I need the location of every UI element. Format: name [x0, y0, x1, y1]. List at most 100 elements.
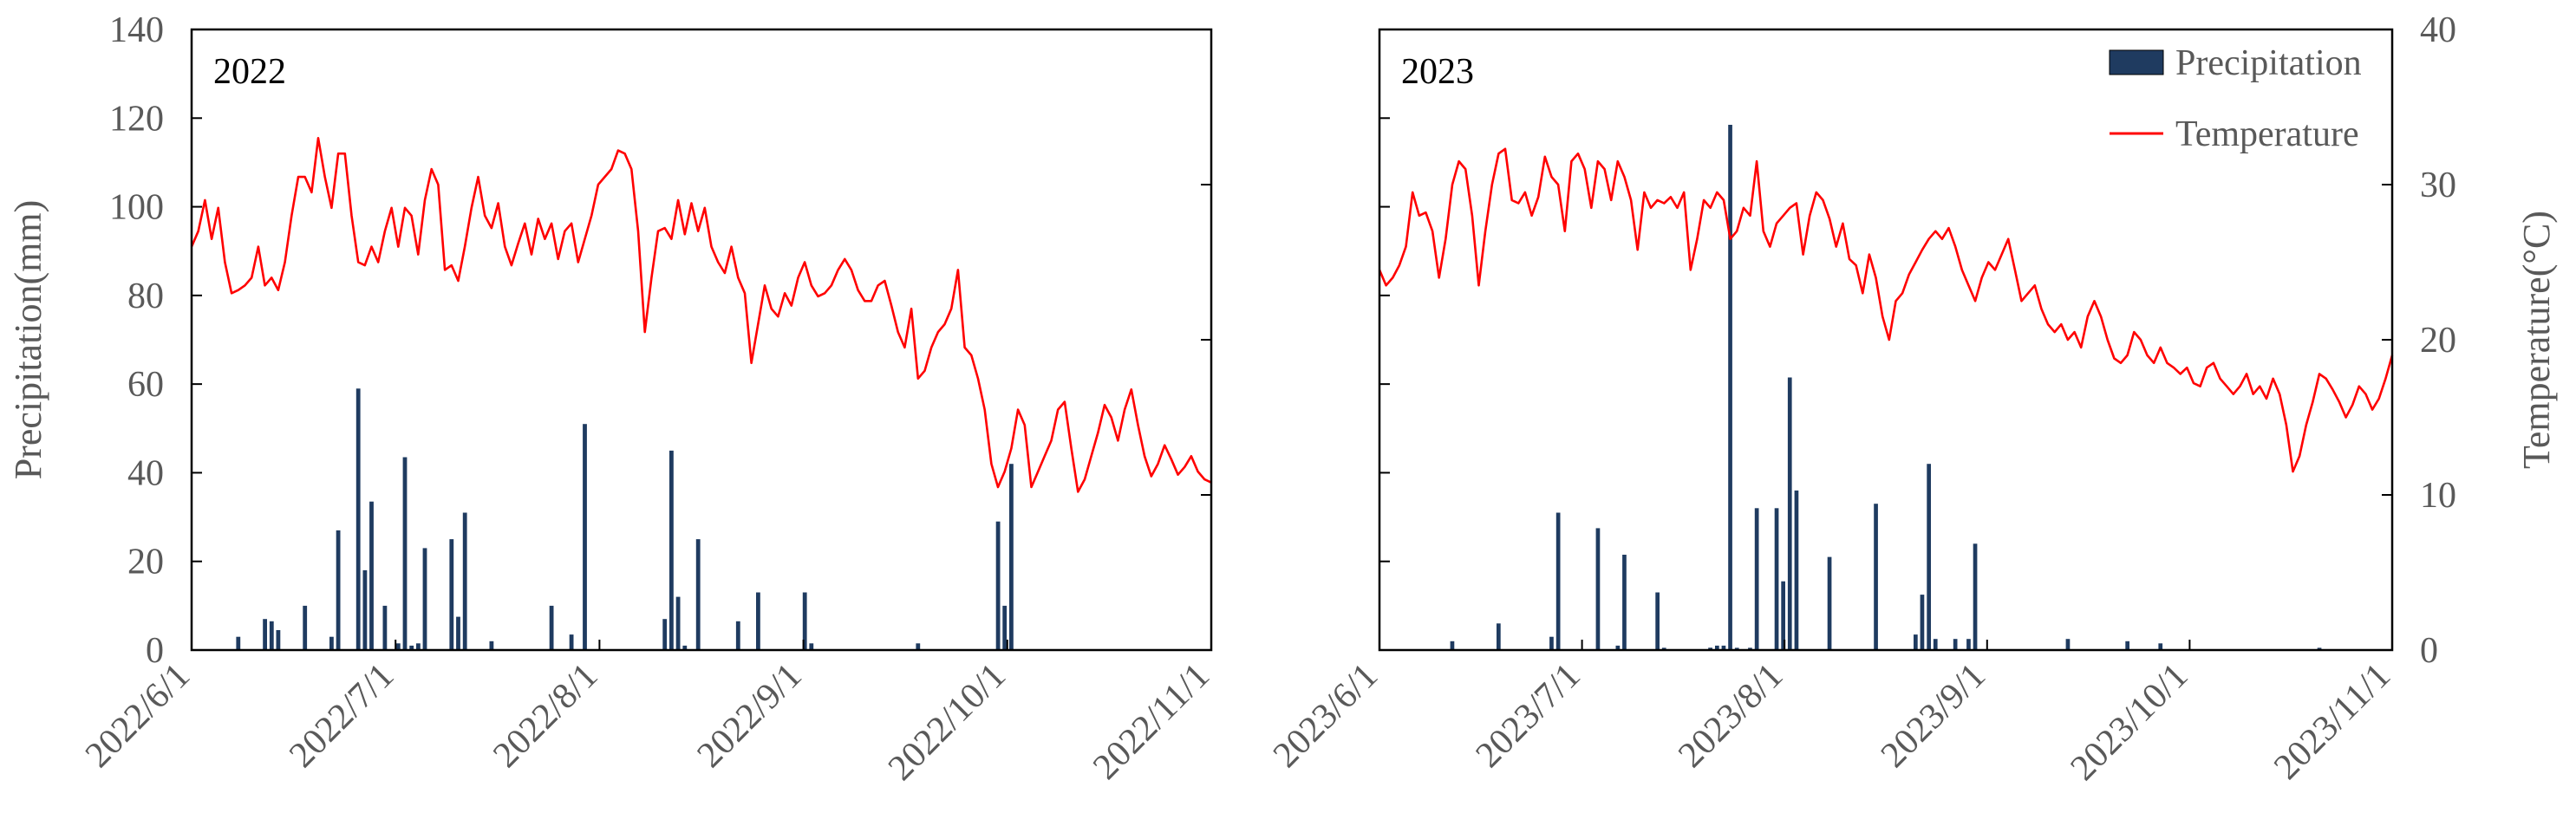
- precipitation-bar-2-1: [1497, 623, 1501, 650]
- precipitation-bar-1-14: [416, 643, 421, 650]
- plot-frame-2022: [190, 28, 1213, 652]
- x-tick-label: 2023/10/1: [2063, 656, 2195, 789]
- x-tick-label: 2023/6/1: [1266, 656, 1386, 776]
- precipitation-bar-2-4: [1595, 528, 1601, 650]
- precipitation-bar-2-17: [1774, 508, 1779, 650]
- x-tick-label: 2023/9/1: [1874, 656, 1993, 776]
- precipitation-bar-1-30: [802, 592, 807, 650]
- legend-swatch-precipitation: [2109, 49, 2164, 75]
- precipitation-bar-1-26: [682, 645, 688, 650]
- precipitation-bar-2-21: [1827, 556, 1832, 650]
- precipitation-bar-1-33: [995, 521, 1001, 650]
- precipitation-bar-2-26: [1933, 639, 1938, 650]
- precipitation-bar-2-32: [2158, 643, 2163, 650]
- precipitation-bar-1-8: [362, 569, 368, 650]
- precipitation-bar-1-32: [916, 643, 921, 650]
- precipitation-bar-2-3: [1555, 512, 1561, 650]
- y-right-tick-label: 20: [2420, 321, 2456, 361]
- precipitation-bar-1-5: [329, 636, 334, 650]
- precipitation-bar-2-10: [1708, 647, 1712, 650]
- x-tick-label: 2023/7/1: [1469, 656, 1588, 776]
- precipitation-bar-1-34: [1002, 605, 1008, 650]
- legend-label-precipitation: Precipitation: [2175, 43, 2362, 83]
- precipitation-bar-2-25: [1927, 464, 1931, 650]
- temperature-line-2023: [1378, 147, 2394, 473]
- y-right-tick-label: 40: [2420, 10, 2456, 50]
- y-left-tick-label: 0: [146, 631, 164, 671]
- precipitation-bar-1-21: [569, 634, 574, 650]
- precipitation-bar-2-29: [1973, 543, 1978, 650]
- precipitation-bar-2-14: [1734, 647, 1739, 650]
- y-left-tick-label: 140: [109, 10, 164, 50]
- precipitation-bar-2-13: [1728, 125, 1732, 650]
- panel-title-2022: 2022: [213, 52, 286, 92]
- precipitation-bar-2-23: [1914, 634, 1918, 650]
- legend-label-temperature: Temperature: [2175, 114, 2359, 154]
- precipitation-bar-2-28: [1966, 639, 1971, 650]
- y-left-tick-label: 100: [109, 188, 164, 228]
- precipitation-bar-1-29: [756, 592, 760, 650]
- precipitation-bar-1-15: [422, 548, 427, 650]
- precipitation-bar-1-7: [355, 388, 361, 650]
- precipitation-bar-2-12: [1721, 645, 1726, 650]
- y-left-tick-label: 20: [127, 543, 164, 582]
- panel-title-2023: 2023: [1401, 52, 1474, 92]
- precipitation-bar-2-6: [1622, 555, 1627, 650]
- precipitation-bar-1-0: [236, 636, 241, 650]
- precipitation-bar-1-24: [669, 450, 674, 650]
- precipitation-bar-2-0: [1450, 641, 1455, 650]
- x-tick-label: 2022/10/1: [881, 656, 1014, 789]
- temperature-line-2022: [190, 137, 1212, 493]
- precipitation-bar-1-17: [456, 616, 460, 650]
- precipitation-bar-2-24: [1920, 595, 1925, 650]
- precipitation-bar-1-6: [336, 530, 341, 650]
- y-axis-label-left: Precipitation(mm): [7, 200, 49, 480]
- x-tick-label: 2023/8/1: [1671, 656, 1790, 776]
- precipitation-bar-1-20: [549, 605, 554, 650]
- precipitation-bar-1-19: [489, 641, 494, 650]
- precipitation-bar-1-2: [269, 621, 274, 650]
- y-left-tick-label: 80: [127, 276, 164, 316]
- precipitation-bar-1-4: [303, 605, 308, 650]
- precipitation-bar-2-11: [1715, 645, 1719, 650]
- precipitation-bar-2-2: [1549, 636, 1554, 650]
- precipitation-bar-2-20: [1794, 490, 1799, 650]
- precipitation-bar-2-7: [1655, 592, 1660, 650]
- y-left-tick-label: 120: [109, 99, 164, 139]
- y-right-tick-label: 30: [2420, 166, 2456, 205]
- x-tick-label: 2022/8/1: [486, 656, 605, 776]
- precipitation-bar-1-11: [395, 643, 401, 650]
- precipitation-bar-1-22: [583, 424, 587, 650]
- precipitation-bar-2-30: [2065, 639, 2071, 650]
- precipitation-bar-2-8: [1661, 647, 1666, 650]
- x-tick-label: 2023/11/1: [2266, 656, 2398, 788]
- precipitation-bar-2-31: [2125, 641, 2129, 650]
- precipitation-bar-2-16: [1754, 508, 1759, 650]
- precipitation-bar-1-16: [449, 539, 454, 650]
- precipitation-bar-2-33: [2317, 647, 2322, 650]
- y-axis-label-right: Temperature(°C): [2515, 211, 2558, 469]
- precipitation-bar-1-18: [462, 512, 467, 650]
- precipitation-bar-1-35: [1009, 464, 1014, 650]
- precipitation-bar-1-31: [809, 643, 814, 650]
- precipitation-bar-2-15: [1748, 647, 1752, 650]
- y-right-tick-label: 0: [2420, 631, 2438, 671]
- y-right-tick-label: 10: [2420, 476, 2456, 516]
- precipitation-bar-1-28: [735, 621, 740, 650]
- precipitation-bar-1-23: [662, 619, 668, 650]
- precipitation-bar-1-9: [369, 501, 374, 650]
- precipitation-bar-1-13: [409, 645, 414, 650]
- precipitation-bar-1-10: [382, 605, 388, 650]
- precipitation-bar-2-18: [1781, 581, 1785, 650]
- precipitation-bar-1-25: [675, 596, 681, 650]
- precipitation-bar-2-27: [1953, 639, 1958, 650]
- precipitation-bar-1-12: [402, 457, 408, 650]
- x-tick-label: 2022/9/1: [690, 656, 810, 776]
- precipitation-bar-1-1: [263, 619, 267, 650]
- x-tick-label: 2022/6/1: [78, 656, 198, 776]
- precipitation-bar-2-5: [1615, 645, 1621, 650]
- precipitation-bar-1-27: [695, 539, 701, 650]
- x-tick-label: 2022/11/1: [1086, 656, 1217, 788]
